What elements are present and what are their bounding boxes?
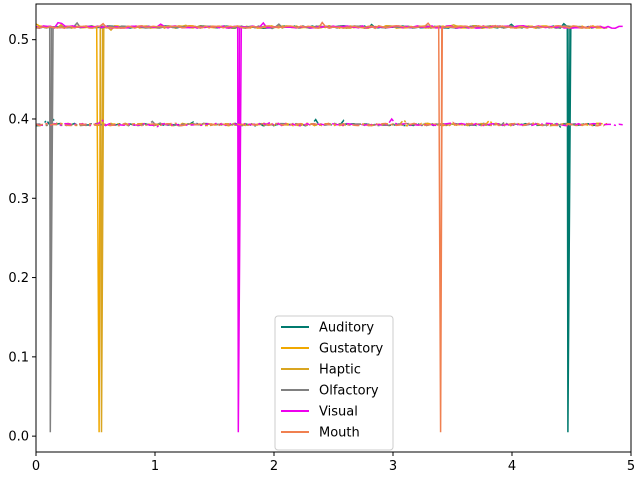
x-axis: 0 1 2 3 4 5 xyxy=(32,452,635,474)
x-tick-label: 0 xyxy=(32,459,40,474)
y-tick-label: 0.0 xyxy=(8,430,29,445)
y-tick-label: 0.1 xyxy=(8,350,29,365)
x-tick-label: 5 xyxy=(627,459,635,474)
x-tick-label: 2 xyxy=(270,459,278,474)
legend: Auditory Gustatory Haptic Olfactory Visual Mo… xyxy=(274,315,394,451)
plot-lines xyxy=(35,21,623,433)
legend-label-haptic: Haptic xyxy=(319,363,361,378)
y-tick-label: 0.4 xyxy=(8,112,29,127)
legend-box xyxy=(274,315,394,451)
legend-label-olfactory: Olfactory xyxy=(319,384,379,399)
series-line-mouth-upper xyxy=(35,21,602,433)
x-tick-label: 4 xyxy=(508,459,516,474)
x-tick-label: 1 xyxy=(151,459,159,474)
y-tick-label: 0.5 xyxy=(8,33,29,48)
axes-frame xyxy=(35,3,632,453)
y-tick-label: 0.2 xyxy=(8,271,29,286)
series-line-visual-lower xyxy=(35,117,623,128)
x-tick-label: 3 xyxy=(389,459,397,474)
legend-label-mouth: Mouth xyxy=(319,426,360,441)
legend-label-visual: Visual xyxy=(319,405,358,420)
legend-label-gustatory: Gustatory xyxy=(319,342,384,357)
y-tick-label: 0.3 xyxy=(8,192,29,207)
series-line-visual-upper xyxy=(35,21,623,433)
legend-label-auditory: Auditory xyxy=(319,321,374,336)
y-axis: 0.0 0.1 0.2 0.3 0.4 0.5 xyxy=(8,33,36,445)
